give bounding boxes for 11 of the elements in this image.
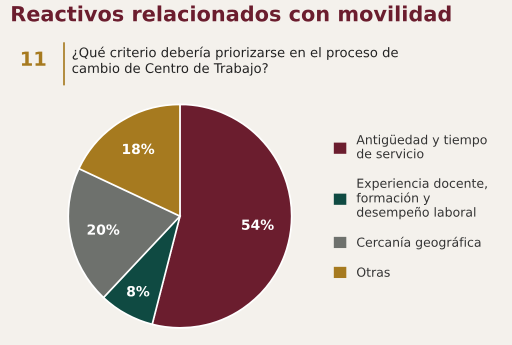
data-label: 8% <box>127 286 150 297</box>
chart-subtitle: ¿Qué criterio debería priorizarse en el proceso de cambio de Centro de Trabajo? <box>72 46 398 76</box>
data-label: 18% <box>123 144 154 154</box>
legend-label: Experiencia docente, formación y desempeño laboral <box>356 178 487 220</box>
legend-label: Cercanía geográfica <box>357 236 480 250</box>
data-label: 20% <box>88 224 120 235</box>
legend-label: Otras <box>357 267 390 277</box>
text: 11 <box>22 52 46 66</box>
data-label: 54% <box>242 219 274 230</box>
legend-label: Antigüedad y tiempo de servicio <box>356 134 487 158</box>
chart-title: Reactivos relacionados con movilidad <box>12 5 451 22</box>
